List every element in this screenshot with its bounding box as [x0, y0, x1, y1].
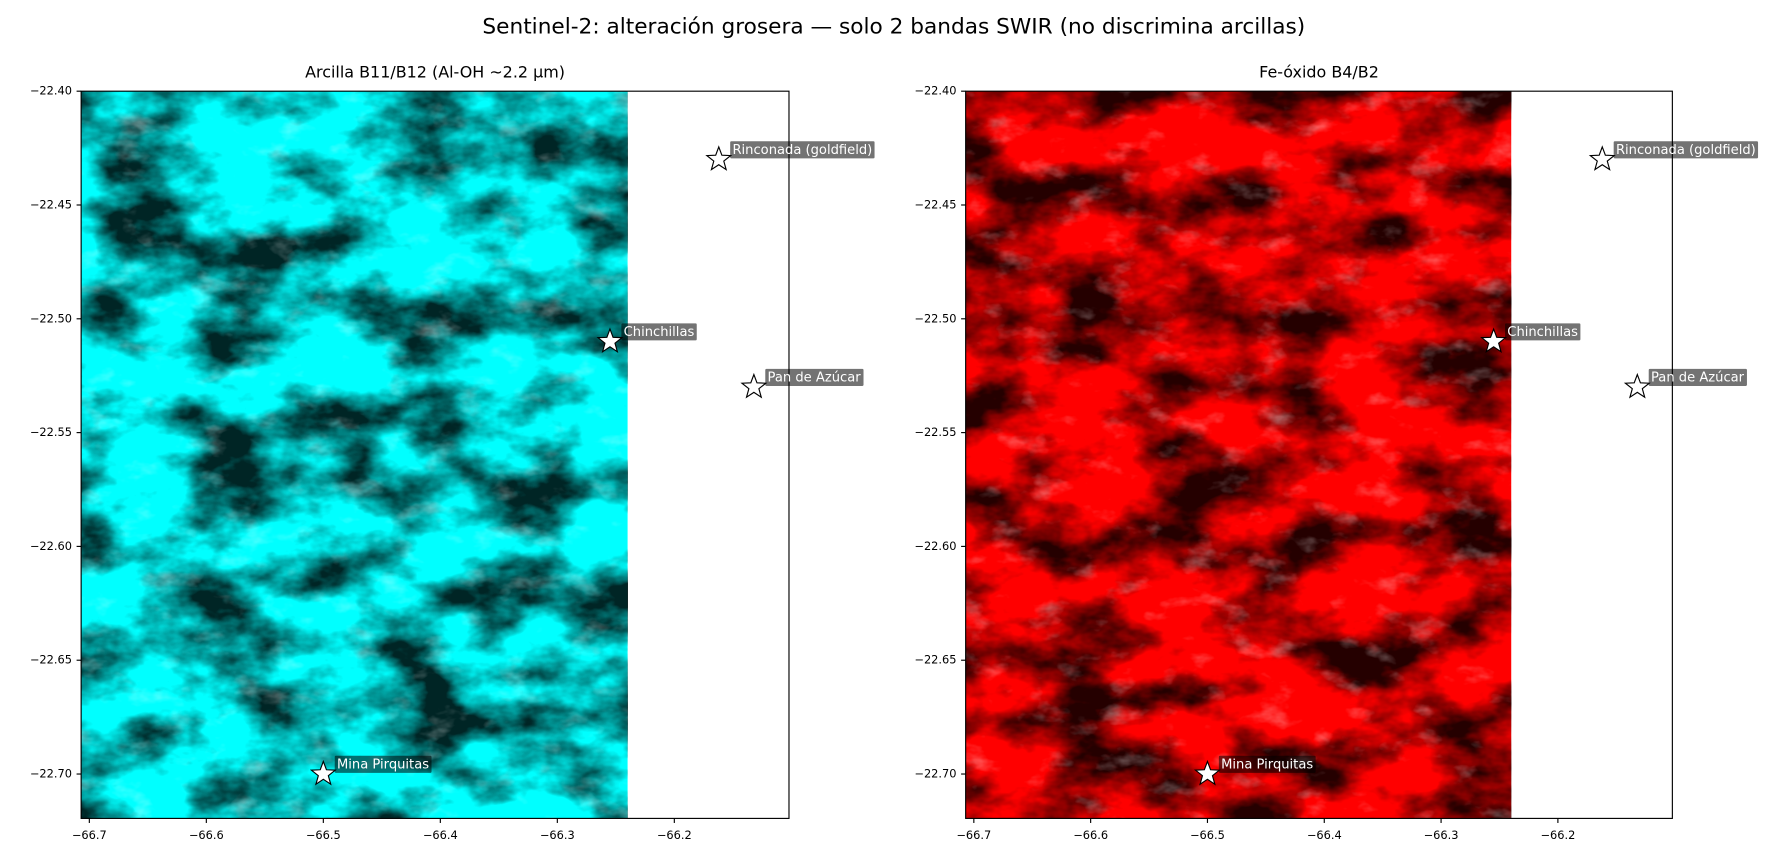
x-tick-label: −66.3 — [1424, 828, 1459, 842]
y-tick-label: −22.70 — [30, 767, 72, 781]
y-tick-label: −22.45 — [914, 197, 956, 211]
y-tick-label: −22.55 — [914, 425, 956, 439]
x-tick-label: −66.5 — [1190, 828, 1225, 842]
figure-title: Sentinel-2: alteración grosera — solo 2 … — [482, 14, 1305, 39]
y-tick-label: −22.60 — [914, 539, 956, 553]
x-tick-label: −66.4 — [1307, 828, 1342, 842]
site-marker — [1623, 372, 1651, 399]
x-tick-label: −66.7 — [72, 828, 107, 842]
y-tick-label: −22.70 — [914, 767, 956, 781]
y-tick-label: −22.60 — [30, 539, 72, 553]
site-label: Pan de Azúcar — [1651, 370, 1745, 385]
plot-frame — [965, 90, 1673, 819]
site-label: Chinchillas — [1507, 325, 1578, 340]
y-tick-label: −22.50 — [914, 311, 956, 325]
y-tick-label: −22.45 — [30, 197, 72, 211]
x-tick-label: −66.7 — [956, 828, 991, 842]
label-box — [730, 141, 875, 159]
site-marker — [596, 327, 624, 354]
x-tick-label: −66.5 — [306, 828, 341, 842]
site-marker — [1480, 327, 1508, 354]
site-label: Pan de Azúcar — [768, 370, 862, 385]
x-tick-label: −66.2 — [657, 828, 692, 842]
site-marker — [309, 759, 337, 786]
label-box — [1218, 755, 1316, 773]
site-label: Mina Pirquitas — [1221, 757, 1313, 772]
panel-title: Arcilla B11/B12 (Al-OH ~2.2 µm) — [305, 62, 565, 81]
panel-title: Fe-óxido B4/B2 — [1259, 62, 1379, 81]
y-tick-label: −22.65 — [30, 653, 72, 667]
site-marker — [1588, 145, 1616, 171]
x-tick-label: −66.4 — [423, 828, 458, 842]
y-tick-label: −22.40 — [914, 84, 956, 98]
site-label: Chinchillas — [624, 325, 695, 340]
x-tick-label: −66.3 — [540, 828, 575, 842]
x-tick-label: −66.6 — [1073, 828, 1108, 842]
plot-frame — [80, 90, 790, 819]
site-label: Mina Pirquitas — [337, 757, 429, 772]
label-box — [621, 323, 697, 341]
raster-light — [965, 91, 1512, 819]
label-box — [1613, 141, 1759, 159]
label-box — [1505, 323, 1581, 341]
x-tick-label: −66.2 — [1540, 828, 1575, 842]
label-box — [765, 368, 864, 386]
y-tick-label: −22.40 — [30, 84, 72, 98]
site-marker — [705, 145, 733, 171]
y-tick-label: −22.50 — [30, 311, 72, 325]
raster-light — [81, 91, 628, 819]
site-label: Rinconada (goldfield) — [732, 143, 872, 158]
label-box — [334, 755, 432, 773]
site-marker — [1193, 759, 1221, 786]
y-tick-label: −22.55 — [30, 425, 72, 439]
site-label: Rinconada (goldfield) — [1616, 143, 1756, 158]
y-tick-label: −22.65 — [914, 653, 956, 667]
site-marker — [740, 372, 768, 399]
x-tick-label: −66.6 — [189, 828, 224, 842]
label-box — [1648, 368, 1747, 386]
